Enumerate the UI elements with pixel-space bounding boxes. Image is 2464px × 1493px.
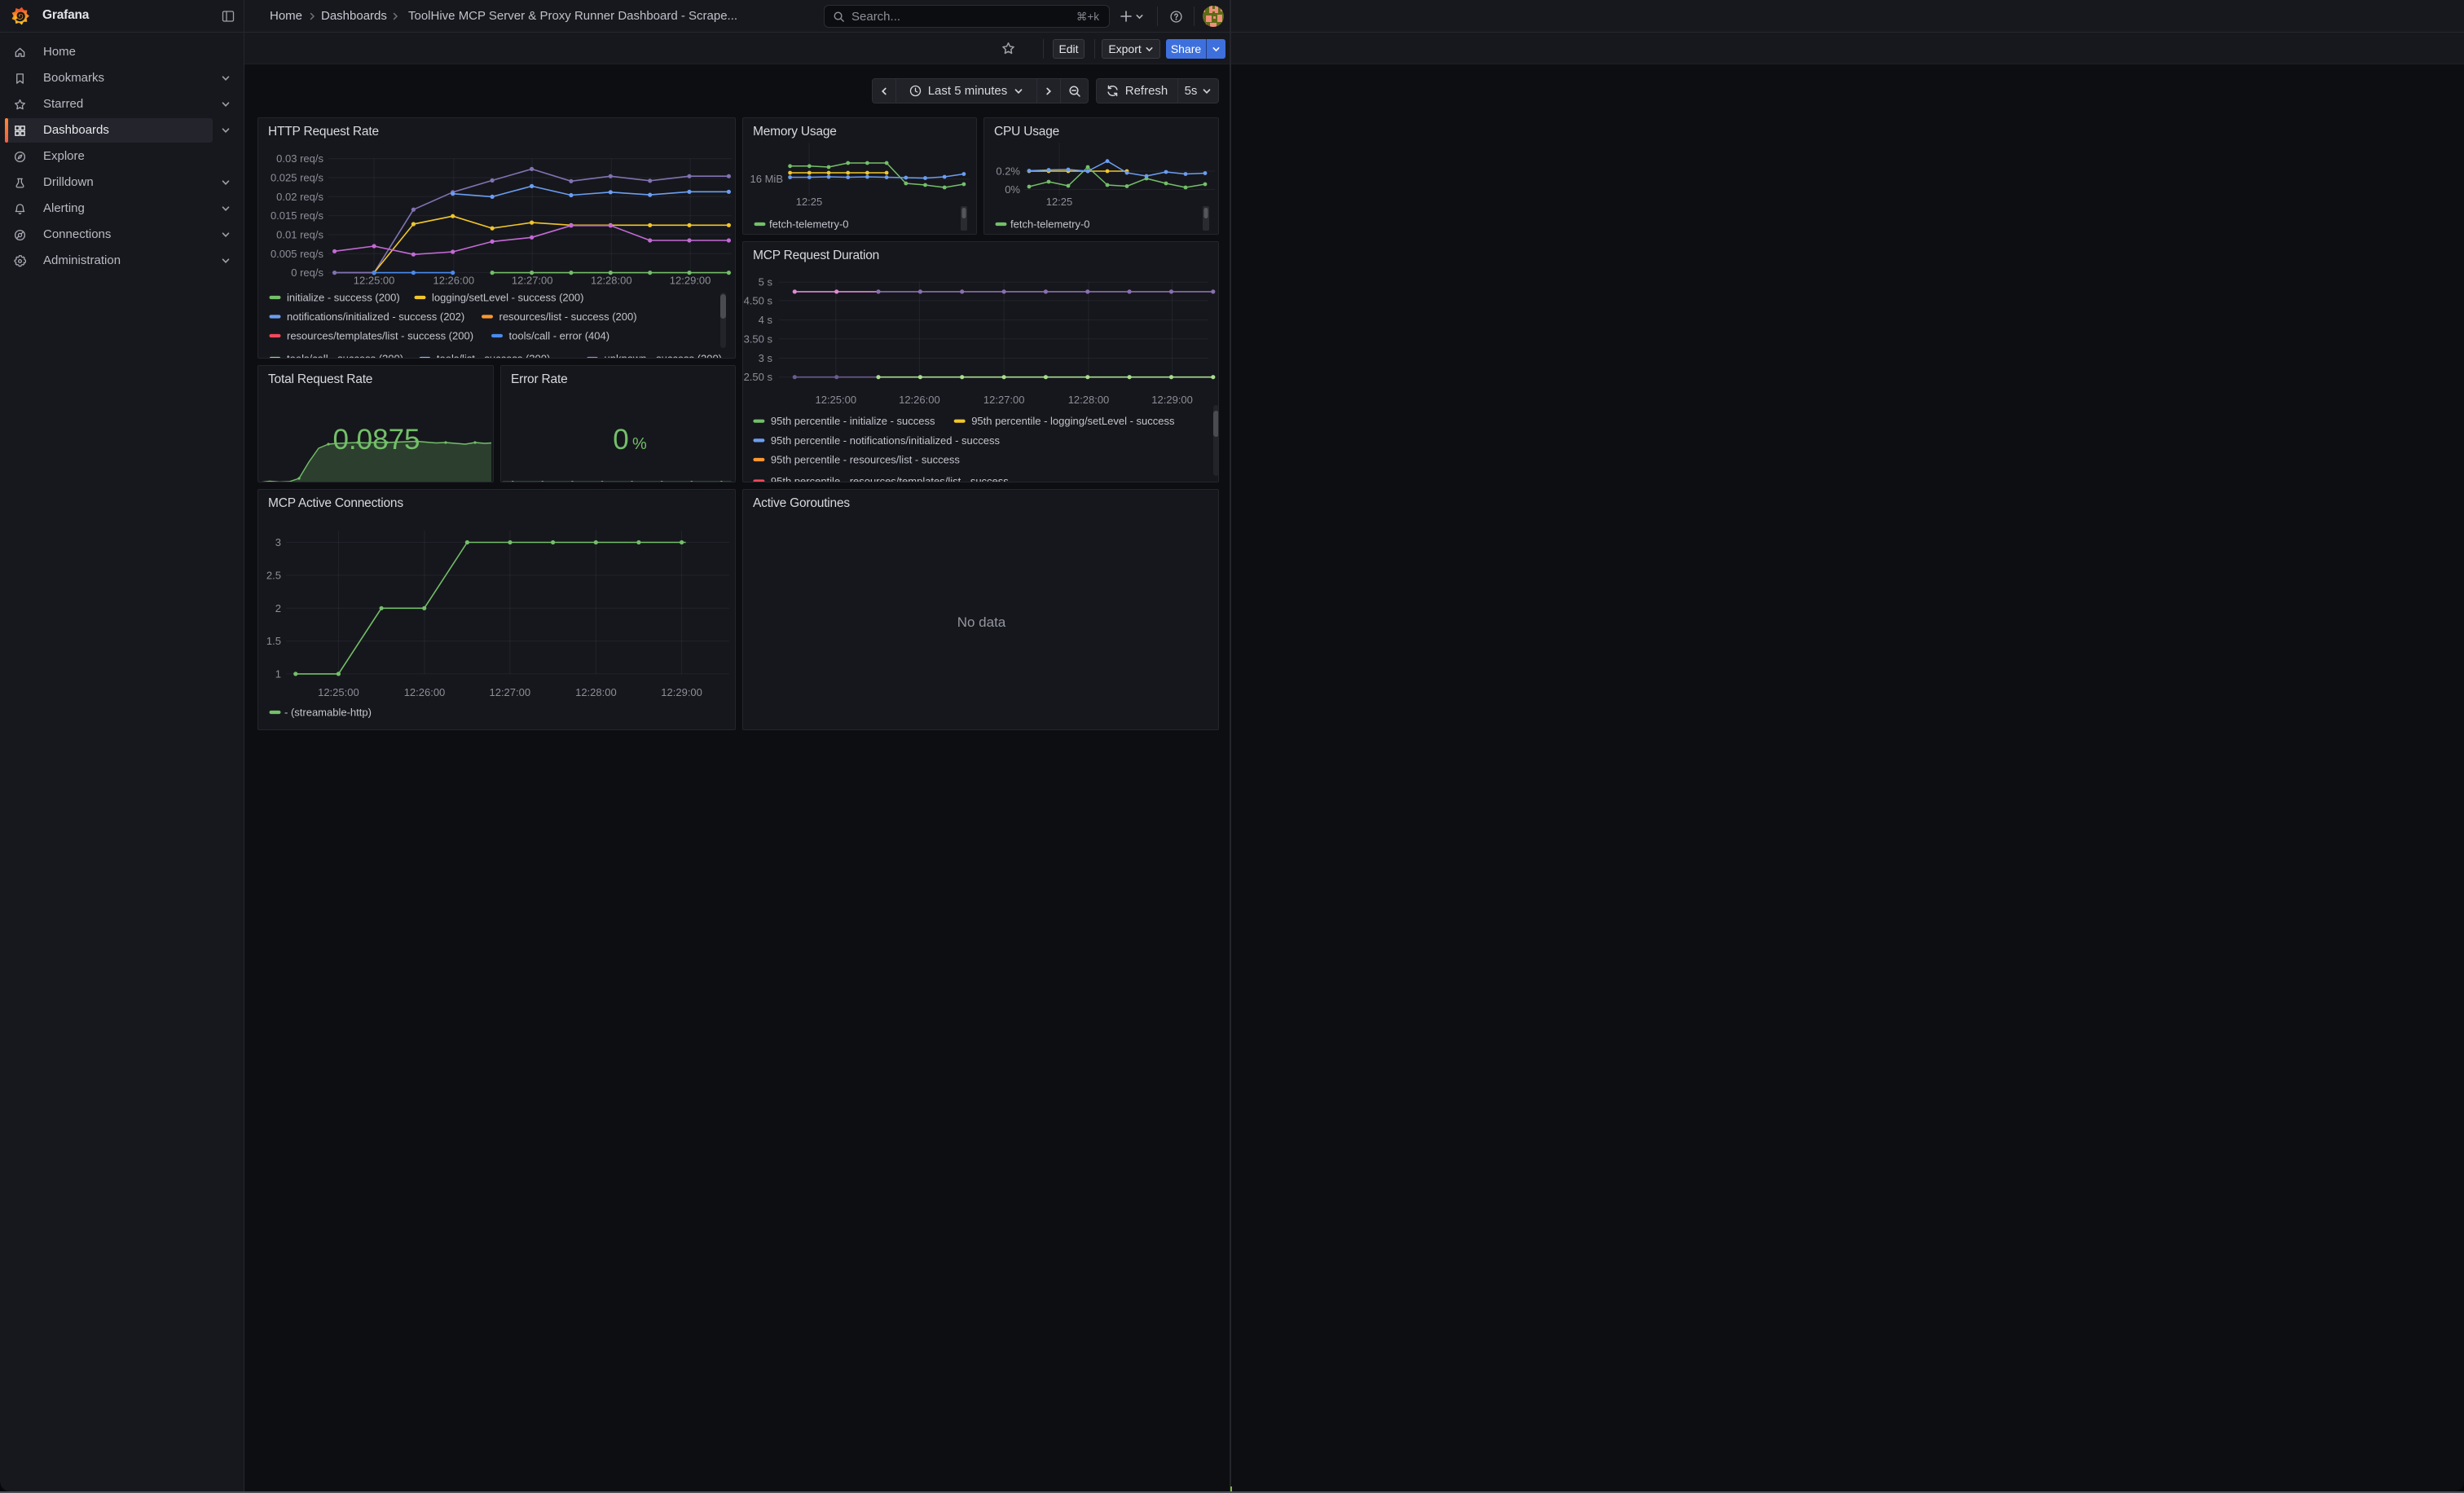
svg-text:0.2%: 0.2% (996, 165, 1020, 178)
svg-text:3: 3 (275, 536, 281, 548)
svg-text:0.005 req/s: 0.005 req/s (271, 248, 324, 260)
svg-text:initialize - success (200): initialize - success (200) (287, 292, 400, 304)
svg-text:1.5: 1.5 (266, 635, 281, 647)
svg-text:tools/call - error (404): tools/call - error (404) (509, 330, 610, 342)
svg-text:2: 2 (275, 602, 281, 614)
svg-text:12:25: 12:25 (1046, 196, 1073, 208)
svg-text:0.01 req/s: 0.01 req/s (276, 229, 323, 241)
svg-text:0.025 req/s: 0.025 req/s (271, 172, 324, 184)
svg-text:4 s: 4 s (759, 314, 773, 326)
svg-text:0.0875: 0.0875 (332, 424, 420, 456)
svg-text:5 s: 5 s (759, 276, 773, 288)
svg-text:resources/list - success (200): resources/list - success (200) (499, 310, 637, 323)
svg-text:unknown - success (200): unknown - success (200) (605, 353, 723, 359)
svg-text:0.015 req/s: 0.015 req/s (271, 209, 324, 222)
svg-text:95th percentile - logging/setL: 95th percentile - logging/setLevel - suc… (971, 415, 1175, 427)
svg-text:12:25: 12:25 (796, 196, 823, 208)
svg-text:12:25:00: 12:25:00 (318, 686, 359, 698)
svg-text:fetch-telemetry-0: fetch-telemetry-0 (1010, 218, 1090, 231)
svg-text:0%: 0% (1005, 183, 1020, 196)
svg-text:tools/call - success (200): tools/call - success (200) (287, 353, 403, 359)
svg-text:12:28:00: 12:28:00 (575, 686, 617, 698)
svg-text:4.50 s: 4.50 s (744, 294, 773, 306)
svg-text:12:27:00: 12:27:00 (489, 686, 530, 698)
svg-text:notifications/initialized - su: notifications/initialized - success (202… (287, 310, 464, 323)
svg-text:16 MiB: 16 MiB (750, 173, 783, 185)
svg-text:- (streamable-http): - (streamable-http) (284, 707, 372, 719)
svg-text:resources/templates/list - suc: resources/templates/list - success (200) (287, 330, 473, 342)
svg-text:12:28:00: 12:28:00 (1068, 394, 1110, 406)
svg-text:2.5: 2.5 (266, 569, 281, 581)
svg-text:0.03 req/s: 0.03 req/s (276, 152, 323, 165)
svg-text:12:29:00: 12:29:00 (1151, 394, 1193, 406)
svg-text:12:29:00: 12:29:00 (670, 275, 711, 287)
svg-text:12:25:00: 12:25:00 (815, 394, 856, 406)
svg-text:12:26:00: 12:26:00 (899, 394, 940, 406)
svg-text:12:25:00: 12:25:00 (354, 275, 395, 287)
svg-text:12:28:00: 12:28:00 (591, 275, 632, 287)
svg-text:12:26:00: 12:26:00 (433, 275, 474, 287)
svg-text:95th percentile - notification: 95th percentile - notifications/initiali… (771, 434, 1001, 447)
svg-text:1: 1 (275, 667, 281, 680)
svg-text:fetch-telemetry-0: fetch-telemetry-0 (769, 218, 849, 231)
svg-text:95th percentile - resources/li: 95th percentile - resources/list - succe… (771, 454, 960, 466)
svg-text:0: 0 (613, 424, 628, 456)
svg-text:95th percentile - resources/te: 95th percentile - resources/templates/li… (771, 475, 1009, 482)
svg-text:12:27:00: 12:27:00 (983, 394, 1025, 406)
svg-text:tools/list - success (200): tools/list - success (200) (437, 353, 550, 359)
svg-text:0.02 req/s: 0.02 req/s (276, 191, 323, 203)
svg-text:3.50 s: 3.50 s (744, 333, 773, 345)
svg-text:2.50 s: 2.50 s (744, 371, 773, 383)
svg-text:logging/setLevel - success (20: logging/setLevel - success (200) (432, 292, 583, 304)
svg-text:0 req/s: 0 req/s (291, 266, 323, 279)
svg-text:12:29:00: 12:29:00 (661, 686, 702, 698)
svg-text:%: % (632, 435, 647, 453)
svg-text:3 s: 3 s (759, 352, 773, 364)
svg-text:12:27:00: 12:27:00 (512, 275, 553, 287)
svg-text:12:26:00: 12:26:00 (404, 686, 446, 698)
svg-text:95th percentile - initialize -: 95th percentile - initialize - success (771, 415, 935, 427)
